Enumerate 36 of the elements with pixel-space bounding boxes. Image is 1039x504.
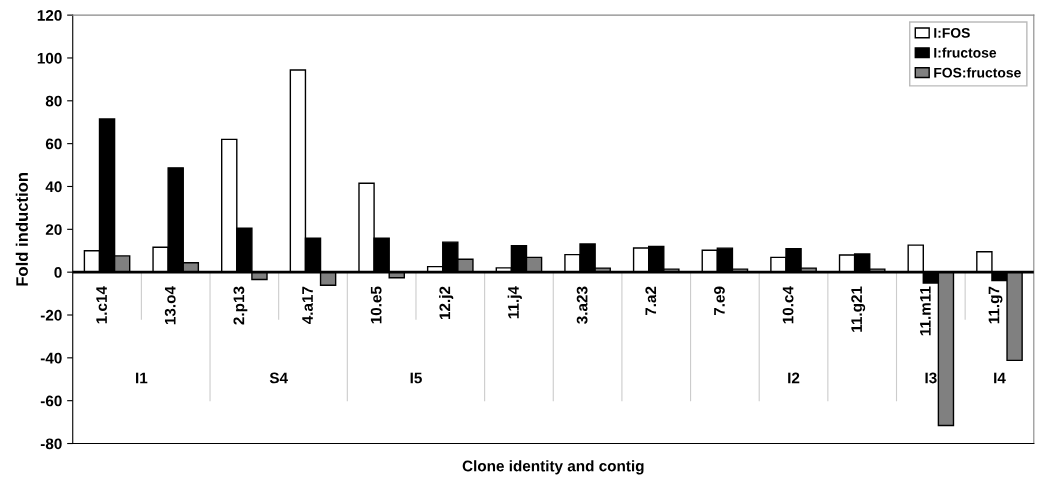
annotation: S4	[269, 372, 288, 384]
y-tick-label: 100	[37, 52, 62, 64]
y-axis-title: Fold induction	[15, 172, 28, 286]
x-tick-label: 2.p13	[233, 286, 248, 325]
x-tick-label: 12.j2	[439, 286, 454, 320]
x-tick-label: 1.c14	[96, 286, 107, 324]
x-tick-label: 11.m11	[920, 286, 931, 336]
y-tick-label: -40	[40, 352, 62, 364]
annotation: I5	[410, 372, 422, 384]
x-tick-label: 3.a23	[576, 286, 588, 324]
y-tick-label: 60	[45, 138, 62, 150]
y-tick-label: -80	[40, 438, 62, 450]
x-tick-label: 13.o4	[164, 286, 176, 325]
x-tick-label: 4.a17	[302, 286, 313, 325]
x-tick-label: 11.g7	[988, 286, 1003, 324]
y-tick-label: 0	[54, 267, 62, 278]
y-tick-label: 20	[45, 224, 62, 236]
x-tick-label: 7.e9	[714, 286, 725, 316]
legend-label: I:FOS	[934, 27, 970, 38]
x-tick-label: 10.e5	[370, 286, 382, 324]
x-tick-label: 7.a2	[645, 286, 657, 316]
annotation: I2	[788, 372, 800, 384]
y-tick-label: 40	[45, 181, 62, 193]
annotation: I4	[994, 372, 1006, 384]
annotation: I3	[925, 372, 937, 384]
legend-label: FOS:fructose	[934, 67, 1021, 78]
x-axis-title: Clone identity and contig	[462, 460, 644, 475]
y-tick-label: -20	[40, 309, 62, 321]
y-tick-label: 120	[37, 9, 62, 21]
y-tick-label: 80	[45, 95, 62, 107]
annotation: I1	[136, 372, 148, 384]
x-tick-label: 11.g21	[851, 286, 866, 332]
x-tick-label: 10.c4	[782, 286, 794, 324]
legend-label: I:fructose	[934, 47, 997, 58]
y-tick-label: -60	[40, 395, 62, 407]
x-tick-label: 11.j4	[507, 286, 522, 319]
